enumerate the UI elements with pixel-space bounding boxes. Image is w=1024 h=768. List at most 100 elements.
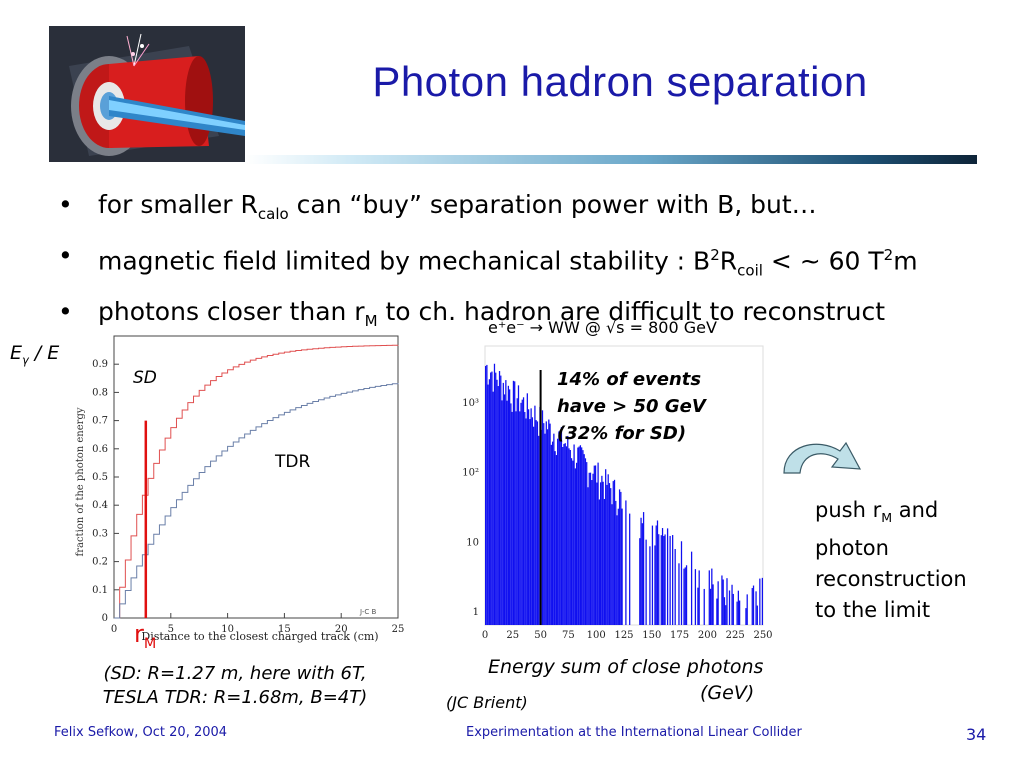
histogram-bar — [656, 520, 659, 625]
histogram-bar — [669, 535, 671, 625]
histogram-bar — [531, 417, 534, 625]
bullet-item: • for smaller Rcalo can “buy” separation… — [58, 184, 1018, 235]
x-tick-label: 125 — [614, 630, 633, 640]
y-tick-label: 0.3 — [92, 528, 108, 539]
x-tick-label: 200 — [698, 630, 717, 640]
slide-title: Photon hadron separation — [372, 58, 868, 105]
histogram-bar — [507, 385, 510, 625]
histogram-bar — [640, 517, 642, 625]
histogram-bar — [503, 394, 506, 625]
histogram-bar — [610, 488, 612, 625]
side-note-line: photon — [815, 536, 889, 561]
histogram-bar — [608, 483, 611, 625]
histogram-bar — [555, 455, 558, 625]
histogram-bar — [502, 382, 504, 625]
histogram-bar — [550, 444, 552, 625]
histogram-bar — [554, 451, 556, 625]
y-tick-label: 10² — [462, 468, 479, 479]
histogram-bar — [536, 421, 539, 625]
y-label-text: E — [10, 342, 23, 364]
histogram-bar — [520, 402, 522, 625]
histogram-bar — [559, 433, 561, 625]
histogram-bar — [654, 545, 656, 625]
x-tick-label: 15 — [278, 624, 291, 635]
y-tick-label: 0.5 — [92, 472, 108, 483]
histogram-bar — [685, 565, 688, 625]
histogram-bar — [651, 525, 654, 625]
histogram-bar — [509, 389, 511, 625]
histogram-bar — [694, 569, 697, 625]
bullet-text: for smaller R — [98, 190, 258, 219]
histogram-bar — [582, 450, 584, 625]
bullet-item: • magnetic field limited by mechanical s… — [58, 235, 1018, 291]
histogram-bar — [506, 400, 508, 625]
histogram-bar — [615, 500, 617, 625]
histogram-bar — [493, 363, 496, 625]
x-tick-label: 225 — [726, 630, 745, 640]
histogram-bar — [620, 491, 622, 625]
side-note-line: reconstruction — [815, 567, 967, 592]
histogram-bar — [678, 563, 680, 625]
histogram-bar — [522, 397, 525, 625]
bullet-text: magnetic field limited by mechanical sta… — [98, 246, 711, 276]
x-tick-label: 25 — [506, 630, 519, 640]
x-tick-label: 20 — [335, 624, 348, 635]
histogram-bar — [548, 419, 550, 625]
y-tick-label: 10³ — [462, 398, 479, 409]
x-tick-label: 25 — [392, 624, 405, 635]
note-line: have > 50 GeV — [557, 396, 706, 417]
histogram-bar — [690, 551, 693, 625]
y-label-text: / E — [28, 342, 60, 364]
histogram-bar — [666, 528, 669, 625]
bullet-subscript: coil — [737, 261, 763, 280]
bullet-text: photons closer than r — [98, 297, 365, 327]
bullet-dot-icon: • — [58, 190, 73, 219]
histogram-bar — [601, 475, 603, 625]
histogram-bar — [487, 384, 489, 625]
side-note-text: push r — [815, 498, 882, 522]
histogram-bar — [569, 450, 571, 625]
label-tdr: TDR — [275, 452, 311, 472]
histogram-bar — [553, 433, 555, 625]
histogram-bar — [562, 446, 564, 625]
histogram-bar — [716, 598, 718, 625]
histogram-bar — [725, 605, 727, 625]
histogram-bar — [488, 379, 491, 625]
left-plot-y-axis-title: fraction of the photon energy — [75, 407, 86, 556]
label-sd: SD — [133, 368, 157, 388]
histogram-bar — [491, 371, 493, 625]
x-tick-label: 175 — [670, 630, 689, 640]
histogram-bar — [583, 454, 585, 625]
histogram-bar — [505, 380, 507, 625]
histogram-bar — [538, 435, 540, 625]
rm-marker-label: rM — [134, 620, 156, 652]
tdr-curve — [114, 382, 399, 619]
histogram-bar — [726, 578, 728, 625]
histogram-bar — [664, 534, 666, 625]
histogram-bar — [613, 479, 616, 625]
histogram-bar — [568, 448, 570, 625]
y-tick-label: 0.1 — [92, 585, 108, 596]
right-plot-credit: (JC Brient) — [446, 693, 528, 712]
histogram-bar — [529, 419, 531, 625]
histogram-bar — [709, 588, 712, 625]
histogram-bar — [586, 462, 588, 625]
rm-subscript: M — [143, 635, 157, 652]
histogram-bar — [501, 400, 503, 625]
histogram-bar — [759, 578, 761, 625]
curved-arrow-icon — [783, 441, 862, 474]
y-tick-label: 0.6 — [92, 444, 108, 455]
histogram-bar — [544, 433, 546, 625]
x-tick-label: 0 — [482, 630, 488, 640]
title-underline-bar — [245, 155, 977, 164]
histogram-bar — [661, 528, 664, 625]
histogram-bar — [756, 605, 758, 625]
histogram-bar — [588, 472, 590, 625]
histogram-bar — [492, 391, 494, 625]
histogram-bar — [534, 405, 536, 625]
bullet-subscript: M — [364, 312, 378, 331]
caption-line: Energy sum of close photons — [488, 656, 764, 678]
bullet-dot-icon: • — [58, 241, 73, 270]
histogram-bar — [722, 579, 724, 625]
histogram-bar — [683, 568, 685, 625]
